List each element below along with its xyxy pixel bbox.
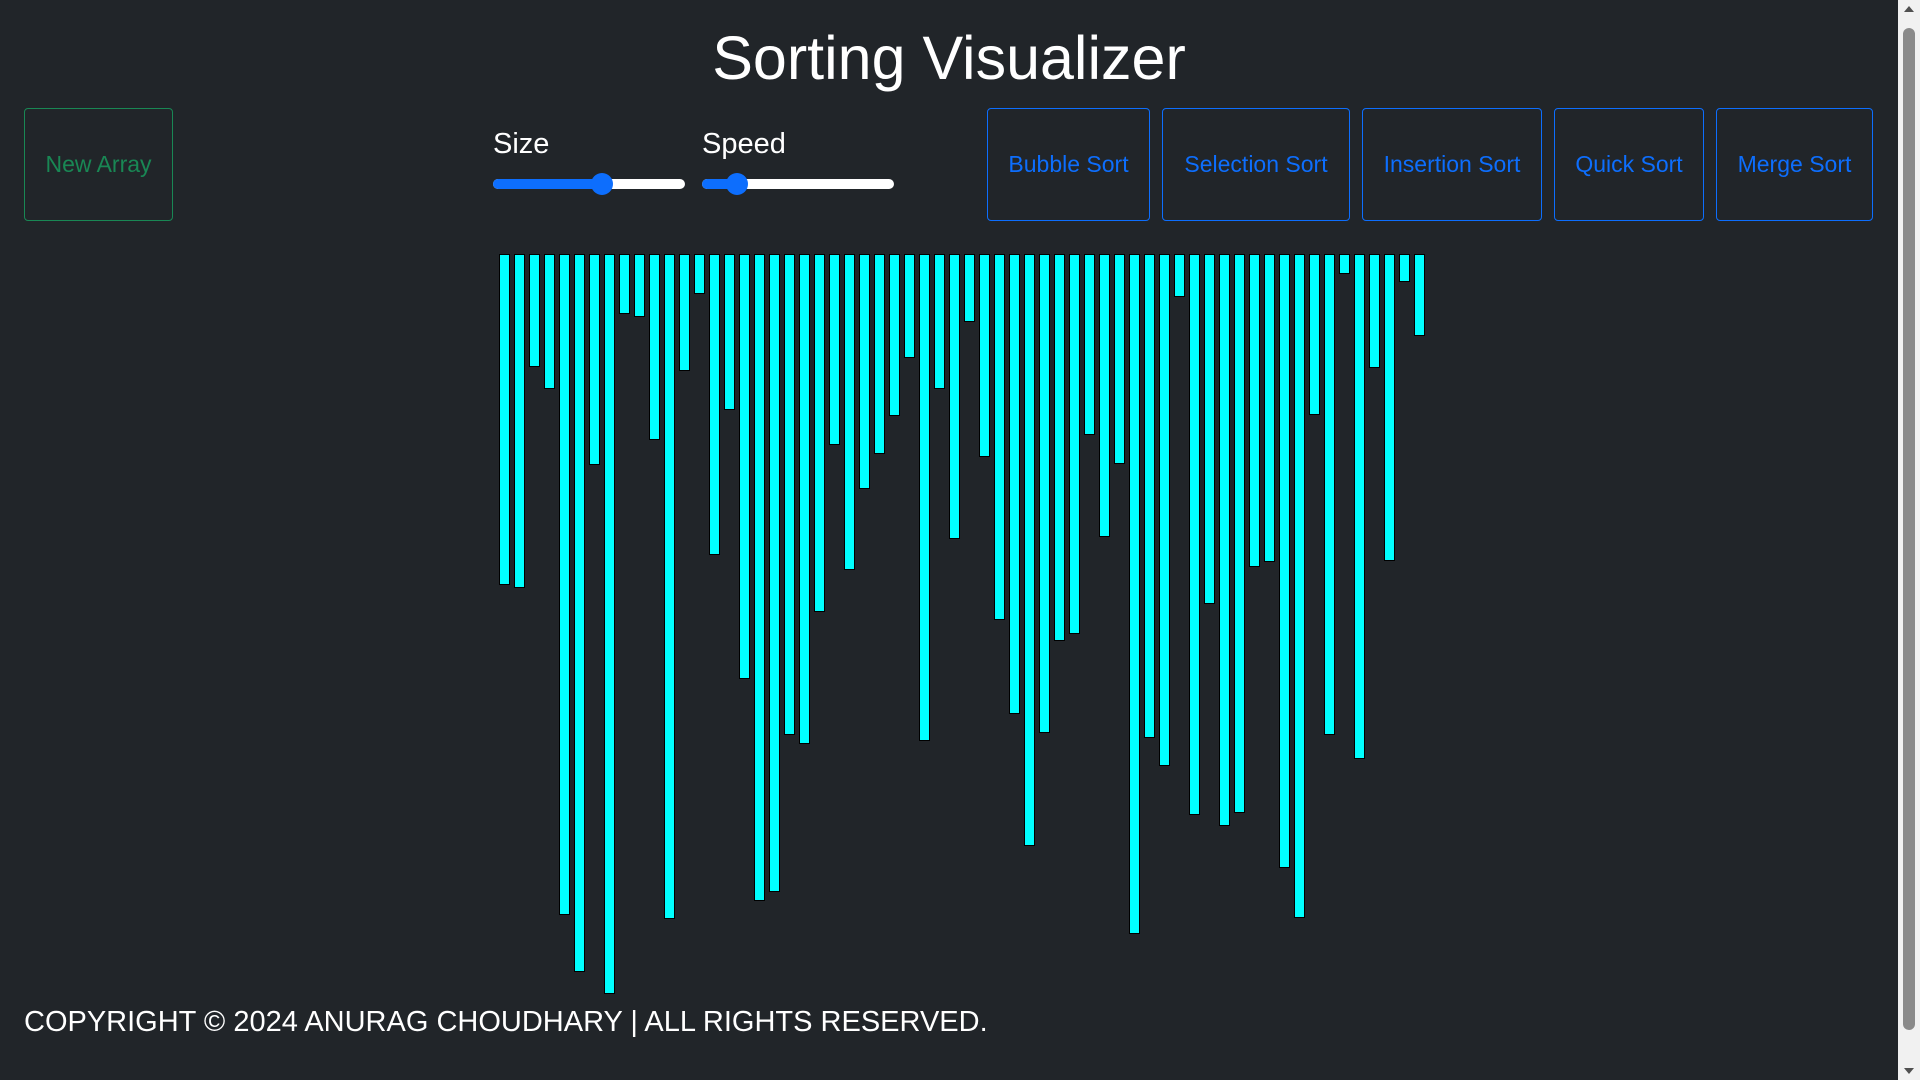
array-bar — [664, 254, 675, 919]
array-bar — [739, 254, 750, 679]
array-bar — [604, 254, 615, 994]
array-bar — [949, 254, 960, 539]
array-bar — [904, 254, 915, 358]
bubble-sort-button[interactable]: Bubble Sort — [987, 108, 1150, 221]
size-slider[interactable] — [493, 172, 685, 196]
speed-control: Speed — [702, 124, 894, 196]
scroll-down-arrow-icon[interactable] — [1904, 1068, 1914, 1074]
footer-copyright: COPYRIGHT © 2024 ANURAG CHOUDHARY | ALL … — [24, 1006, 988, 1038]
array-bar — [1324, 254, 1335, 735]
array-bar — [559, 254, 570, 915]
array-bar — [1024, 254, 1035, 846]
array-bar — [1099, 254, 1110, 537]
array-bar — [634, 254, 645, 317]
array-bar — [1174, 254, 1185, 297]
array-bar — [619, 254, 630, 314]
size-slider-fill — [493, 179, 603, 189]
array-bar — [1234, 254, 1245, 813]
array-bar — [694, 254, 705, 294]
array-bar — [1414, 254, 1425, 336]
scroll-up-arrow-icon[interactable] — [1904, 6, 1914, 12]
array-bar — [574, 254, 585, 972]
array-bar — [514, 254, 525, 588]
array-bar — [1039, 254, 1050, 733]
array-bar — [1399, 254, 1410, 282]
array-bar — [1249, 254, 1260, 567]
speed-slider-fill — [702, 179, 737, 189]
array-bar — [1204, 254, 1215, 604]
array-bar — [1384, 254, 1395, 561]
vertical-scrollbar[interactable] — [1898, 0, 1920, 1080]
array-bar — [589, 254, 600, 465]
selection-sort-button[interactable]: Selection Sort — [1162, 108, 1350, 221]
size-label: Size — [493, 128, 550, 160]
array-bar — [919, 254, 930, 741]
array-bar — [499, 254, 510, 585]
array-bar — [859, 254, 870, 489]
array-bar — [874, 254, 885, 454]
merge-sort-button[interactable]: Merge Sort — [1716, 108, 1873, 221]
speed-slider-track — [702, 179, 894, 189]
array-bar — [724, 254, 735, 410]
speed-label: Speed — [702, 128, 786, 160]
array-bar — [529, 254, 540, 367]
array-bar — [934, 254, 945, 389]
array-bar — [1114, 254, 1125, 464]
array-bar — [979, 254, 990, 457]
speed-slider[interactable] — [702, 172, 894, 196]
array-bar — [1129, 254, 1140, 934]
array-bar — [754, 254, 765, 901]
array-bar — [1219, 254, 1230, 826]
quick-sort-button[interactable]: Quick Sort — [1554, 108, 1704, 221]
array-bar — [544, 254, 555, 389]
array-bar — [829, 254, 840, 445]
array-bar — [709, 254, 720, 555]
array-bar — [1279, 254, 1290, 868]
size-control: Size — [493, 124, 685, 196]
array-bar — [679, 254, 690, 371]
array-bar — [1054, 254, 1065, 641]
new-array-button[interactable]: New Array — [24, 108, 173, 221]
array-bar — [799, 254, 810, 744]
array-bar — [889, 254, 900, 416]
array-bar — [784, 254, 795, 735]
page-title: Sorting Visualizer — [712, 24, 1186, 92]
array-bar — [1309, 254, 1320, 415]
array-bar — [1144, 254, 1155, 738]
array-bar — [1189, 254, 1200, 815]
array-bar — [769, 254, 780, 892]
array-bar — [1069, 254, 1080, 634]
array-bar — [964, 254, 975, 322]
array-bar — [649, 254, 660, 440]
size-slider-thumb[interactable] — [591, 173, 614, 195]
array-bar — [844, 254, 855, 570]
array-bar — [994, 254, 1005, 620]
array-bar — [1264, 254, 1275, 562]
array-bar — [1084, 254, 1095, 435]
array-bar — [1354, 254, 1365, 759]
array-bar — [1009, 254, 1020, 714]
array-bar — [1294, 254, 1305, 918]
insertion-sort-button[interactable]: Insertion Sort — [1362, 108, 1542, 221]
array-bar — [1159, 254, 1170, 766]
scrollbar-thumb[interactable] — [1903, 28, 1915, 1030]
array-bar — [814, 254, 825, 612]
array-bar — [1369, 254, 1380, 368]
speed-slider-thumb[interactable] — [725, 173, 748, 195]
array-bar — [1339, 254, 1350, 274]
